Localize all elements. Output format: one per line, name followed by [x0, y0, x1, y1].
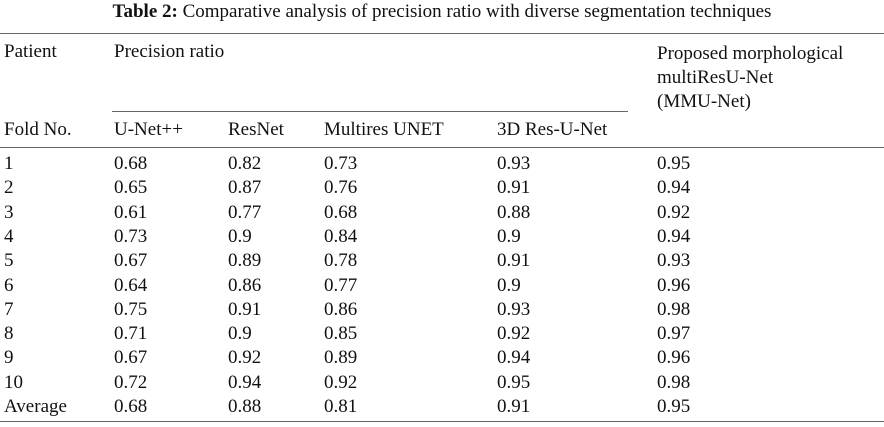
- group-rule: [112, 111, 628, 112]
- table-cell: 0.85: [324, 323, 358, 344]
- table-cell: 0.81: [324, 396, 358, 417]
- table-cell: 0.93: [497, 153, 531, 174]
- column-header: 3D Res-U-Net: [497, 119, 608, 140]
- table-cell: 0.73: [324, 153, 358, 174]
- table-cell: 0.9: [228, 323, 252, 344]
- table-cell: 0.91: [497, 250, 531, 271]
- table-cell: 0.98: [657, 299, 691, 320]
- bottom-rule: [0, 421, 884, 422]
- header-proposed-line: Proposed morphological: [657, 43, 844, 64]
- table-cell: 0.88: [497, 202, 531, 223]
- table-cell: 0.91: [497, 396, 531, 417]
- table-cell: 0.92: [324, 372, 358, 393]
- table-cell: 0.72: [114, 372, 148, 393]
- table-cell: 0.91: [497, 177, 531, 198]
- table-cell: 0.94: [228, 372, 262, 393]
- row-fold-cell: 2: [4, 177, 14, 198]
- table-cell: 0.93: [657, 250, 691, 271]
- column-header: ResNet: [228, 119, 284, 140]
- header-proposed-method: Proposed morphological multiResU-Net (MM…: [657, 42, 882, 114]
- table-cell: 0.93: [497, 299, 531, 320]
- table-cell: 0.75: [114, 299, 148, 320]
- header-patient: Patient: [4, 41, 57, 62]
- table-cell: 0.68: [114, 153, 148, 174]
- table-cell: 0.95: [657, 396, 691, 417]
- table-cell: 0.67: [114, 347, 148, 368]
- table-cell: 0.73: [114, 226, 148, 247]
- table-cell: 0.9: [497, 275, 521, 296]
- header-bottom-rule: [0, 147, 884, 148]
- header-fold-no: Fold No.: [4, 119, 72, 140]
- table-cell: 0.96: [657, 275, 691, 296]
- table-cell: 0.71: [114, 323, 148, 344]
- table-cell: 0.61: [114, 202, 148, 223]
- table-cell: 0.68: [114, 396, 148, 417]
- table-cell: 0.94: [657, 177, 691, 198]
- table-cell: 0.68: [324, 202, 358, 223]
- table-cell: 0.78: [324, 250, 358, 271]
- header-precision-ratio: Precision ratio: [114, 41, 225, 62]
- table-cell: 0.67: [114, 250, 148, 271]
- table-cell: 0.88: [228, 396, 262, 417]
- table-cell: 0.86: [324, 299, 358, 320]
- table-cell: 0.87: [228, 177, 262, 198]
- row-fold-cell: 4: [4, 226, 14, 247]
- column-header: U-Net++: [114, 119, 183, 140]
- table-cell: 0.64: [114, 275, 148, 296]
- table-cell: 0.98: [657, 372, 691, 393]
- top-rule: [0, 33, 884, 34]
- table-cell: 0.9: [497, 226, 521, 247]
- table-caption-text: Comparative analysis of precision ratio …: [182, 1, 772, 22]
- table-cell: 0.86: [228, 275, 262, 296]
- header-proposed-line: (MMU-Net): [657, 91, 751, 112]
- table-cell: 0.94: [657, 226, 691, 247]
- table-cell: 0.94: [497, 347, 531, 368]
- row-fold-cell: 1: [4, 153, 14, 174]
- row-fold-cell: 6: [4, 275, 14, 296]
- table-cell: 0.82: [228, 153, 262, 174]
- row-fold-cell: 8: [4, 323, 14, 344]
- table-cell: 0.95: [497, 372, 531, 393]
- table-cell: 0.92: [657, 202, 691, 223]
- table-cell: 0.77: [324, 275, 358, 296]
- row-fold-cell: 10: [4, 372, 23, 393]
- row-fold-cell: 9: [4, 347, 14, 368]
- table-cell: 0.77: [228, 202, 262, 223]
- table-cell: 0.92: [228, 347, 262, 368]
- header-proposed-line: multiResU-Net: [657, 67, 774, 88]
- table-cell: 0.97: [657, 323, 691, 344]
- table-cell: 0.91: [228, 299, 262, 320]
- row-fold-cell: Average: [4, 396, 67, 417]
- table-cell: 0.92: [497, 323, 531, 344]
- table-cell: 0.9: [228, 226, 252, 247]
- table-caption: Table 2: Comparative analysis of precisi…: [0, 0, 884, 24]
- column-header: Multires UNET: [324, 119, 444, 140]
- row-fold-cell: 7: [4, 299, 14, 320]
- table-caption-label: Table 2:: [112, 1, 178, 22]
- table-cell: 0.89: [324, 347, 358, 368]
- table-cell: 0.76: [324, 177, 358, 198]
- row-fold-cell: 5: [4, 250, 14, 271]
- row-fold-cell: 3: [4, 202, 14, 223]
- table-cell: 0.96: [657, 347, 691, 368]
- table-cell: 0.89: [228, 250, 262, 271]
- table-cell: 0.65: [114, 177, 148, 198]
- table-cell: 0.84: [324, 226, 358, 247]
- table-cell: 0.95: [657, 153, 691, 174]
